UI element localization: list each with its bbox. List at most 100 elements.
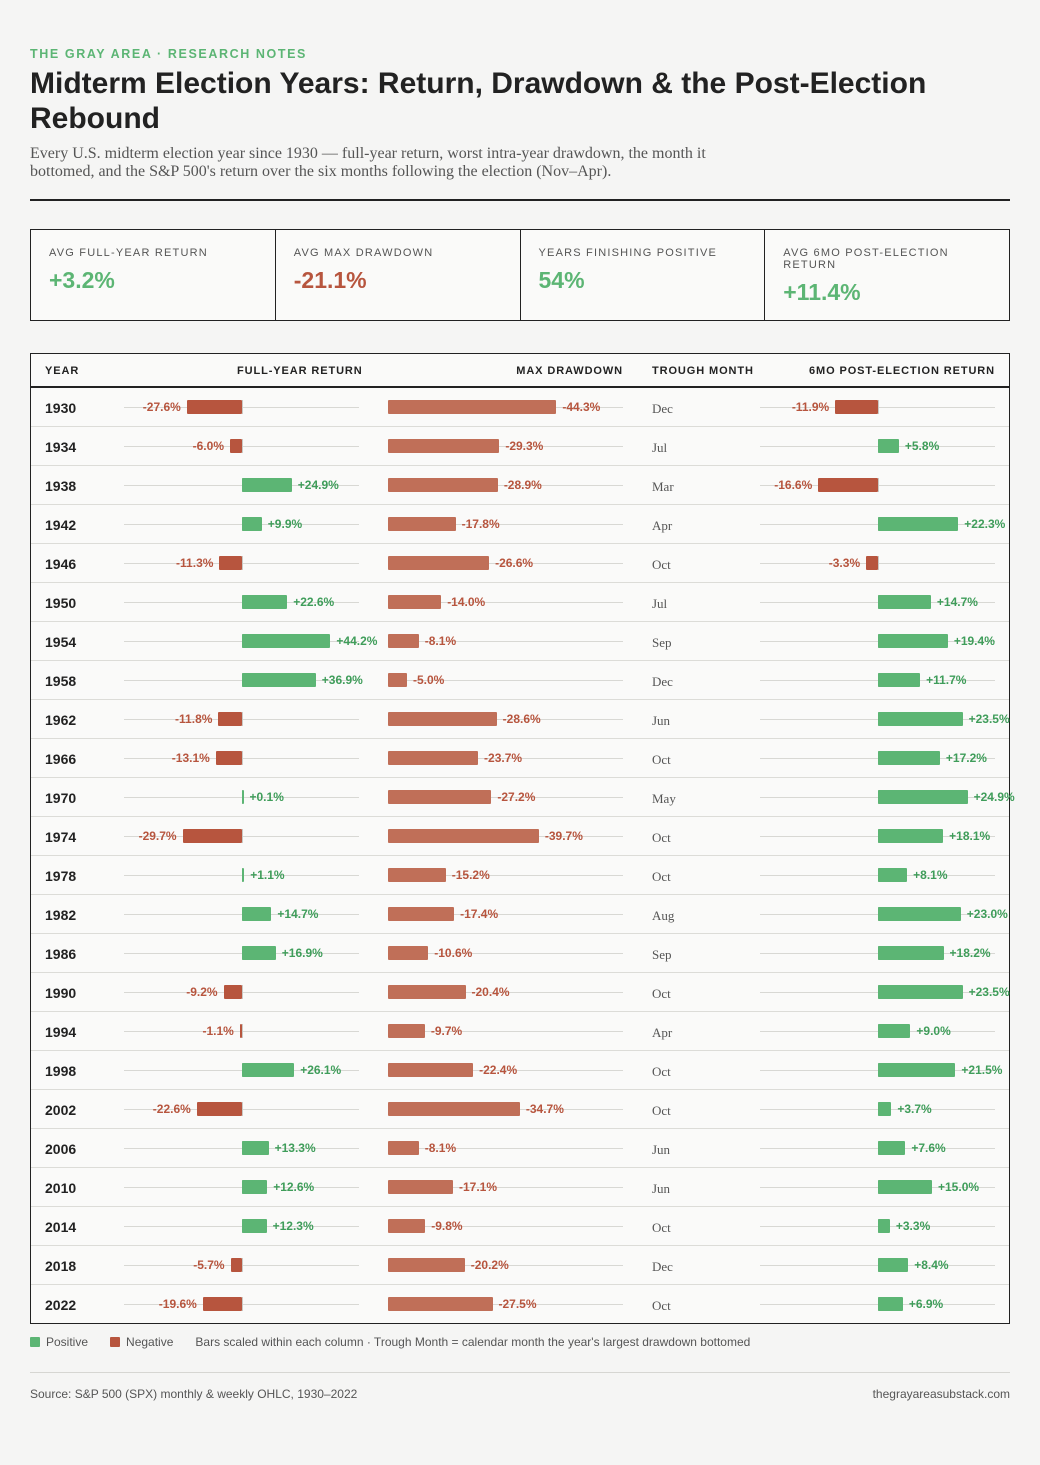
col-header-trough-month: TROUGH MONTH xyxy=(652,365,754,377)
post-election-label: +5.8% xyxy=(904,439,940,453)
full-year-bar xyxy=(242,673,316,687)
post-election-track xyxy=(760,1070,995,1071)
legend-note: Bars scaled within each column · Trough … xyxy=(195,1335,751,1349)
full-year-label: +22.6% xyxy=(293,595,335,609)
drawdown-track xyxy=(388,1304,623,1305)
drawdown-bar xyxy=(388,712,497,726)
stat-value: +11.4% xyxy=(783,279,861,305)
full-year-label: -5.7% xyxy=(193,1258,225,1272)
drawdown-label: -20.4% xyxy=(471,985,510,999)
drawdown-label: -20.2% xyxy=(470,1258,509,1272)
post-election-bar xyxy=(878,907,961,921)
summary-stats: AVG FULL-YEAR RETURN +3.2% AVG MAX DRAWD… xyxy=(30,229,1010,321)
year-cell: 1978 xyxy=(45,868,77,884)
post-election-track xyxy=(760,641,995,642)
drawdown-label: -22.4% xyxy=(479,1063,518,1077)
trough-month-cell: Apr xyxy=(652,1025,673,1040)
drawdown-bar xyxy=(388,751,479,765)
post-election-track xyxy=(760,1187,995,1188)
table-row: 2018 -5.7% -20.2% Dec +8.4% xyxy=(31,1246,1009,1285)
stat-avg-max-drawdown: AVG MAX DRAWDOWN -21.1% xyxy=(276,230,521,320)
drawdown-bar xyxy=(388,478,498,492)
full-year-zero-tick xyxy=(242,439,243,453)
table-row: 2006 +13.3% -8.1% Jun +7.6% xyxy=(31,1129,1009,1168)
drawdown-bar xyxy=(388,400,557,414)
year-cell: 1982 xyxy=(45,907,77,923)
full-year-track xyxy=(124,1187,359,1188)
post-election-bar xyxy=(878,439,899,453)
post-election-bar xyxy=(878,1102,892,1116)
drawdown-bar xyxy=(388,946,429,960)
full-year-bar xyxy=(182,829,242,843)
full-year-track xyxy=(124,524,359,525)
table-row: 1998 +26.1% -22.4% Oct +21.5% xyxy=(31,1051,1009,1090)
full-year-zero-tick xyxy=(242,985,243,999)
post-election-bar xyxy=(818,478,878,492)
post-election-track xyxy=(760,758,995,759)
full-year-bar xyxy=(242,595,288,609)
full-year-bar xyxy=(242,1180,268,1194)
trough-month-cell: Oct xyxy=(652,986,671,1001)
post-election-bar xyxy=(878,1141,906,1155)
trough-month-cell: Dec xyxy=(652,401,673,416)
trough-month-cell: Jun xyxy=(652,1181,671,1196)
drawdown-track xyxy=(388,758,623,759)
stat-label: AVG FULL-YEAR RETURN xyxy=(49,247,208,259)
col-header-max-drawdown: MAX DRAWDOWN xyxy=(516,365,623,377)
drawdown-track xyxy=(388,524,623,525)
full-year-label: -11.3% xyxy=(176,556,214,570)
year-cell: 1962 xyxy=(45,712,77,728)
stat-avg-post-election-return: AVG 6MO POST-ELECTION RETURN +11.4% xyxy=(765,230,1009,320)
full-year-label: +36.9% xyxy=(321,673,363,687)
post-election-bar xyxy=(878,673,921,687)
drawdown-bar xyxy=(388,868,446,882)
drawdown-track xyxy=(388,875,623,876)
full-year-label: -1.1% xyxy=(202,1024,234,1038)
site-link[interactable]: thegrayareasubstack.com xyxy=(872,1387,1010,1401)
stat-avg-full-year-return: AVG FULL-YEAR RETURN +3.2% xyxy=(31,230,276,320)
trough-month-cell: Oct xyxy=(652,1220,671,1235)
drawdown-label: -26.6% xyxy=(495,556,534,570)
drawdown-label: -8.1% xyxy=(424,634,457,648)
post-election-label: +18.1% xyxy=(949,829,991,843)
table-row: 1950 +22.6% -14.0% Jul +14.7% xyxy=(31,583,1009,622)
post-election-track xyxy=(760,446,995,447)
full-year-zero-tick xyxy=(242,556,243,570)
full-year-bar xyxy=(242,868,245,882)
post-election-bar xyxy=(878,517,959,531)
drawdown-bar xyxy=(388,1102,520,1116)
year-cell: 1934 xyxy=(45,439,77,455)
drawdown-bar xyxy=(388,907,455,921)
post-election-bar xyxy=(878,712,963,726)
full-year-label: +44.2% xyxy=(336,634,378,648)
full-year-bar xyxy=(242,1219,267,1233)
post-election-label: +19.4% xyxy=(953,634,995,648)
drawdown-label: -34.7% xyxy=(525,1102,564,1116)
post-election-bar xyxy=(878,1063,956,1077)
drawdown-bar xyxy=(388,985,466,999)
full-year-track xyxy=(124,914,359,915)
full-year-bar xyxy=(242,946,276,960)
full-year-track xyxy=(124,680,359,681)
drawdown-label: -29.3% xyxy=(505,439,544,453)
trough-month-cell: Jun xyxy=(652,713,671,728)
post-election-bar xyxy=(878,1180,932,1194)
trough-month-cell: Oct xyxy=(652,869,671,884)
full-year-bar xyxy=(242,1141,269,1155)
post-election-track xyxy=(760,836,995,837)
post-election-label: +18.2% xyxy=(949,946,991,960)
trough-month-cell: Sep xyxy=(652,635,672,650)
full-year-zero-tick xyxy=(242,1024,243,1038)
full-year-bar xyxy=(223,985,242,999)
full-year-label: +12.3% xyxy=(272,1219,314,1233)
drawdown-track xyxy=(388,446,623,447)
post-election-track xyxy=(760,992,995,993)
full-year-label: +9.9% xyxy=(267,517,303,531)
year-cell: 1970 xyxy=(45,790,77,806)
full-year-label: -29.7% xyxy=(138,829,177,843)
full-year-bar xyxy=(242,1063,295,1077)
trough-month-cell: Apr xyxy=(652,518,673,533)
full-year-bar xyxy=(215,751,242,765)
post-election-bar xyxy=(878,946,944,960)
post-election-label: +14.7% xyxy=(936,595,978,609)
